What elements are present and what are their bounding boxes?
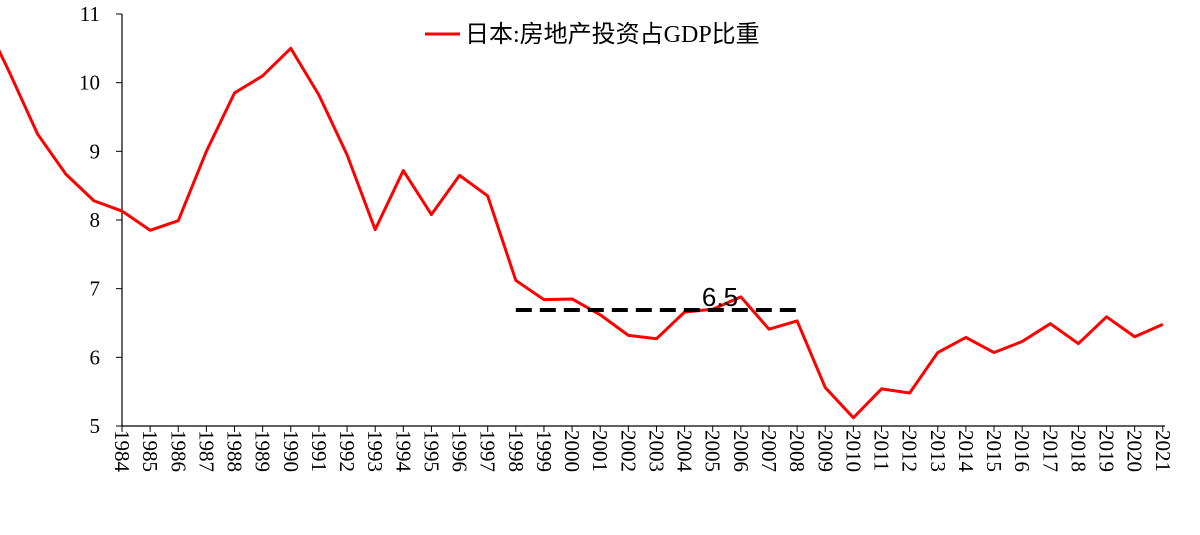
x-tick-label: 2019 — [1095, 430, 1119, 472]
y-tick-label: 7 — [90, 277, 101, 301]
x-tick-label: 1999 — [532, 430, 556, 472]
x-tick-label: 1995 — [419, 430, 443, 472]
x-tick-label: 1998 — [504, 430, 528, 472]
x-tick-label: 2004 — [673, 430, 697, 473]
x-tick-label: 2020 — [1123, 430, 1147, 472]
x-tick-label: 2016 — [1010, 430, 1034, 472]
data-line — [0, 46, 1164, 420]
x-tick-label: 1997 — [476, 430, 500, 472]
x-tick-label: 2018 — [1066, 430, 1090, 472]
x-tick-label: 2003 — [644, 430, 668, 472]
x-tick-label: 2015 — [982, 430, 1006, 472]
y-tick-label: 9 — [90, 139, 101, 163]
x-tick-label: 1988 — [223, 430, 247, 472]
y-tick-label: 5 — [90, 414, 101, 438]
x-tick-label: 1991 — [307, 430, 331, 472]
x-tick-label: 2012 — [898, 430, 922, 472]
x-tick-label: 1989 — [251, 430, 275, 472]
x-tick-label: 2017 — [1038, 430, 1062, 472]
y-tick-label: 8 — [90, 208, 101, 232]
x-tick-label: 2000 — [560, 430, 584, 472]
y-tick-label: 6 — [90, 345, 101, 369]
x-tick-label: 1984 — [110, 430, 134, 473]
x-tick-label: 1987 — [194, 430, 218, 472]
x-tick-label: 2021 — [1151, 430, 1175, 472]
x-tick-label: 1996 — [448, 430, 472, 472]
x-tick-label: 1986 — [166, 430, 190, 472]
x-tick-label: 2002 — [616, 430, 640, 472]
x-tick-label: 2007 — [757, 430, 781, 472]
x-tick-label: 2001 — [588, 430, 612, 472]
x-tick-label: 2011 — [870, 430, 894, 471]
annotation: 6.5 — [702, 282, 738, 312]
x-tick-label: 1993 — [363, 430, 387, 472]
x-tick-label: 1990 — [279, 430, 303, 472]
x-tick-label: 2014 — [954, 430, 978, 473]
legend-label: 日本:房地产投资占GDP比重 — [465, 21, 760, 48]
y-tick-label: 10 — [79, 71, 100, 95]
x-tick-label: 2009 — [813, 430, 837, 472]
x-tick-label: 2010 — [841, 430, 865, 472]
x-tick-label: 2013 — [926, 430, 950, 472]
y-tick-label: 11 — [80, 2, 100, 26]
x-tick-label: 1985 — [138, 430, 162, 472]
x-tick-label: 2005 — [701, 430, 725, 472]
x-tick-label: 2008 — [785, 430, 809, 472]
x-tick-label: 2006 — [729, 430, 753, 472]
x-tick-label: 1992 — [335, 430, 359, 472]
x-tick-label: 1994 — [391, 430, 415, 473]
